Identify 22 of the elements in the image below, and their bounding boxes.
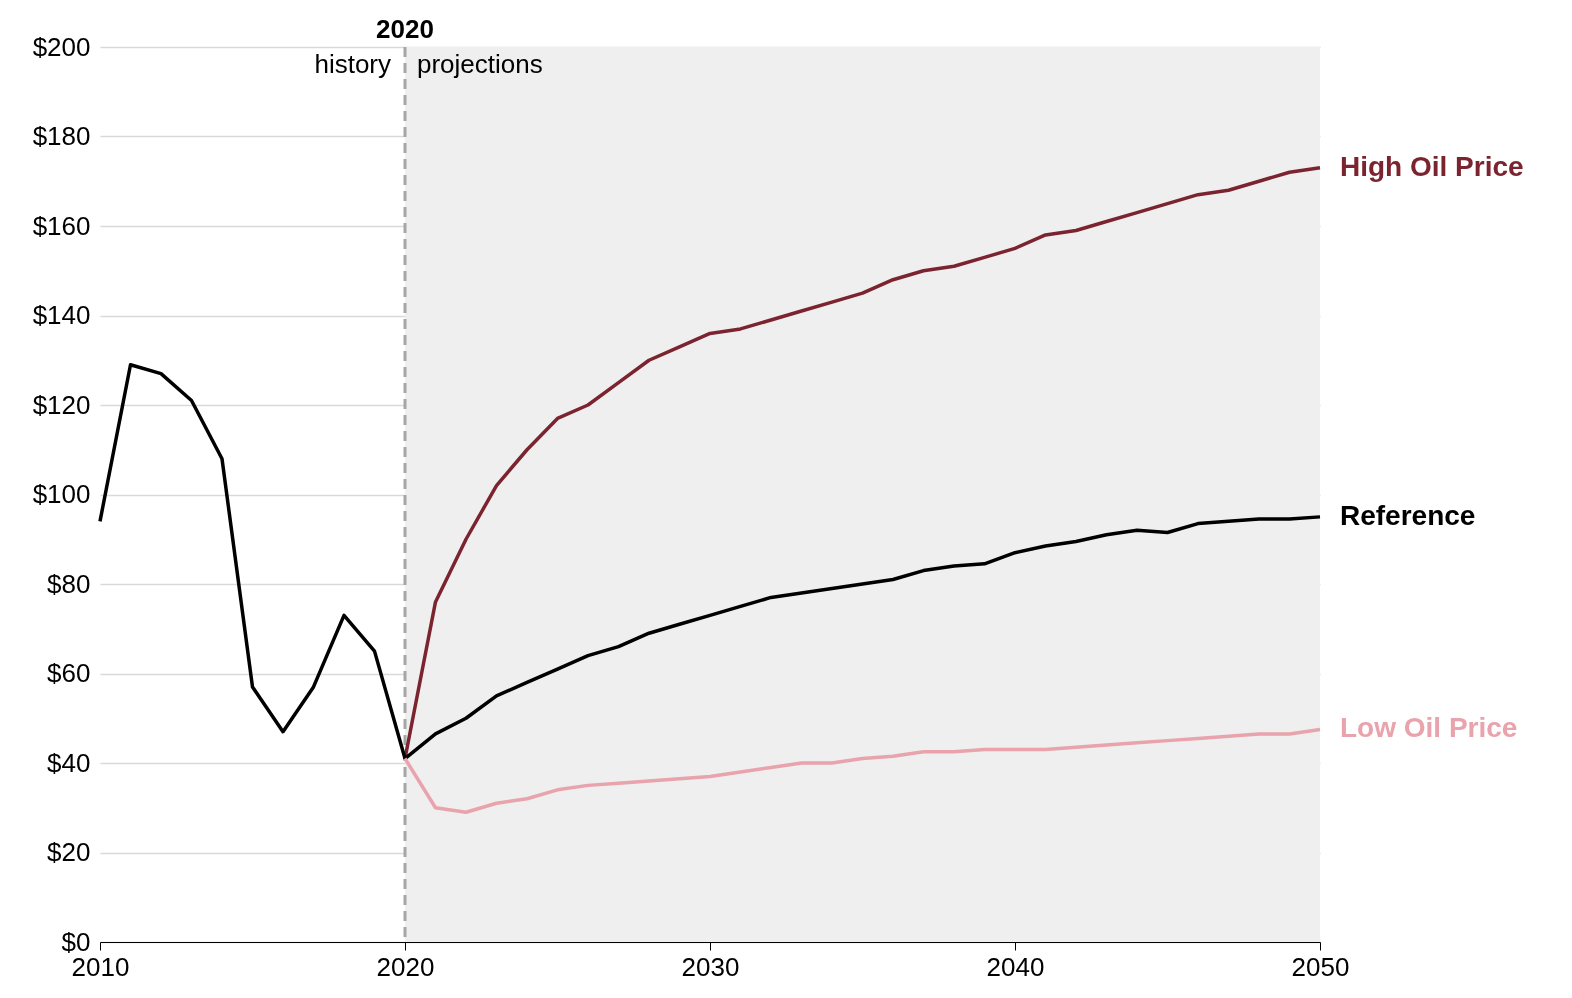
y-tick-label: $60 — [47, 658, 91, 688]
y-tick-label: $140 — [32, 300, 91, 330]
series-label: Low Oil Price — [1340, 712, 1518, 744]
line-series — [403, 727, 1322, 814]
y-tick-label: $20 — [47, 837, 91, 867]
y-tick-label: $160 — [32, 210, 91, 241]
line-series — [98, 362, 1322, 761]
x-tick-label: 2030 — [681, 951, 740, 982]
y-tick-label: $200 — [32, 31, 91, 62]
x-tick-label: 2020 — [376, 951, 435, 982]
annotation: projections — [417, 48, 543, 79]
y-tick-label: $100 — [32, 479, 91, 509]
annotation: history — [314, 48, 391, 79]
x-tick-label: 2050 — [1291, 951, 1350, 982]
y-tick-label: $40 — [47, 747, 91, 778]
series-label: Reference — [1340, 499, 1476, 531]
y-tick-label: $180 — [32, 121, 91, 151]
y-tick-label: $80 — [47, 568, 91, 599]
y-tick-label: $120 — [32, 389, 91, 420]
x-tick-label: 2040 — [986, 951, 1045, 982]
ref-line-label: 2020 — [376, 14, 434, 44]
series-label: High Oil Price — [1340, 150, 1524, 182]
